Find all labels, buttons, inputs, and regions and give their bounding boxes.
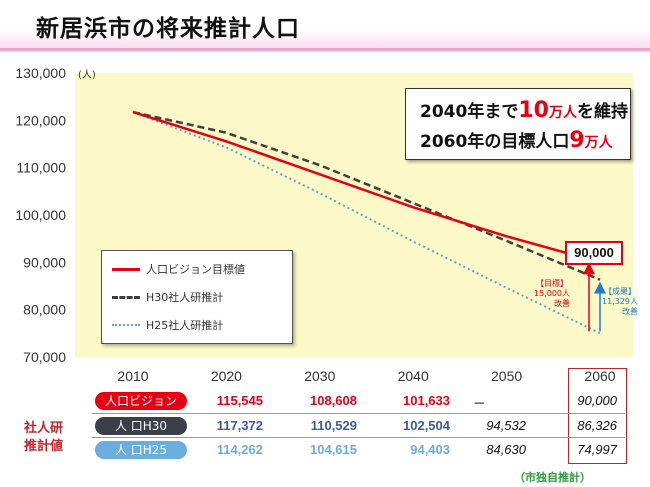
callout-text: 2040年まで <box>420 102 519 122</box>
x-tick-label: 2040 <box>398 368 429 384</box>
note-line: 【目標】 <box>536 279 568 288</box>
y-tick-label: 110,000 <box>16 160 66 176</box>
target-improvement-note: 【目標】 15,000人 改善 <box>534 279 570 309</box>
note-line: 11,329人 <box>602 297 638 306</box>
legend-swatch <box>112 324 140 326</box>
side-label-line: 社人研 <box>24 421 64 436</box>
y-axis: 70,000 80,000 90,000 100,000 110,000 120,000 1… <box>15 65 66 365</box>
table-cell: 101,633 <box>403 393 450 408</box>
callout-line-2: 2060年の目標人口9万人 <box>420 127 613 153</box>
callout-unit: 万人 <box>584 135 613 151</box>
target-value-box: 90,000 <box>565 241 623 265</box>
legend-swatch <box>112 295 140 299</box>
series-lines <box>132 110 601 335</box>
callout-text: を維持 <box>576 102 628 122</box>
x-tick-label: 2020 <box>211 368 242 384</box>
legend-item-h25: H25社人研推計 <box>112 317 223 333</box>
table-cell: 74,997 <box>577 442 617 457</box>
table-cell: 84,630 <box>486 442 526 457</box>
table-cell: 117,372 <box>216 418 263 433</box>
y-tick-label: 130,000 <box>15 65 66 81</box>
table-cell: 86,326 <box>577 418 617 433</box>
title-underline <box>0 48 650 51</box>
table-divider <box>92 413 625 414</box>
callout-number: 9 <box>569 128 585 153</box>
y-tick-label: 90,000 <box>23 254 66 270</box>
legend-item-vision: 人口ビジョン目標値 <box>112 261 245 277</box>
y-tick-label: 120,000 <box>15 112 66 128</box>
result-improvement-note: 【成果】 11,329人 改善 <box>602 287 638 317</box>
series-line-vision <box>132 110 601 264</box>
x-tick-label: 2050 <box>491 368 522 384</box>
callout-number: 10 <box>518 98 549 123</box>
y-tick-label: 70,000 <box>23 349 66 365</box>
table-cell: 102,504 <box>403 418 450 433</box>
row-label-h30: 人 口H30 <box>95 417 187 435</box>
year-2060-highlight <box>568 368 627 464</box>
series-line-h25 <box>132 111 601 335</box>
table-cell: 94,403 <box>410 442 450 457</box>
x-tick-label: 2060 <box>584 368 615 384</box>
legend-label: H25社人研推計 <box>146 319 224 332</box>
table-cell: 108,608 <box>310 393 357 408</box>
legend-label: 人口ビジョン目標値 <box>146 263 245 276</box>
note-line: 15,000人 <box>534 289 570 298</box>
footnote: （市独自推計） <box>514 471 591 484</box>
table-cell: 115,545 <box>216 393 263 408</box>
title-bar <box>0 0 650 52</box>
callout-unit: 万人 <box>548 105 577 121</box>
series-line-h30 <box>132 110 601 281</box>
x-axis: 2010 2020 2030 2040 2050 2060 <box>117 368 615 384</box>
table-cell: 104,615 <box>310 442 357 457</box>
note-line: 改善 <box>554 299 570 308</box>
table-cell: 94,532 <box>486 418 526 433</box>
table-cell: 114,262 <box>216 442 263 457</box>
y-tick-label: 80,000 <box>23 302 66 318</box>
chart-legend: 人口ビジョン目標値 H30社人研推計 H25社人研推計 <box>101 250 293 344</box>
callout-line-1: 2040年まで10万人を維持 <box>420 97 628 123</box>
page-title: 新居浜市の将来推計人口 <box>36 16 300 42</box>
improvement-arrows <box>583 262 606 332</box>
table-divider <box>92 437 625 438</box>
side-label-line: 推計値 <box>24 439 64 454</box>
note-line: 【成果】 <box>604 287 636 296</box>
note-line: 改善 <box>622 307 638 316</box>
table-cell: 110,529 <box>310 418 357 433</box>
y-tick-label: 100,000 <box>15 207 66 223</box>
x-tick-label: 2010 <box>117 368 148 384</box>
row-label-vision: 人口ビジョン <box>95 392 187 410</box>
callout-text: 2060年の目標人口 <box>420 132 570 152</box>
row-label-h25: 人 口H25 <box>95 441 187 459</box>
legend-item-h30: H30社人研推計 <box>112 289 223 305</box>
goal-callout: 2040年まで10万人を維持 2060年の目標人口9万人 <box>405 88 631 160</box>
y-unit-label: (人) <box>78 70 96 81</box>
table-side-label: 社人研 推計値 <box>24 420 63 456</box>
table-cell: 90,000 <box>577 393 617 408</box>
legend-swatch <box>112 267 140 271</box>
legend-label: H30社人研推計 <box>146 291 224 304</box>
x-tick-label: 2030 <box>304 368 335 384</box>
table-cell: － <box>471 396 485 411</box>
